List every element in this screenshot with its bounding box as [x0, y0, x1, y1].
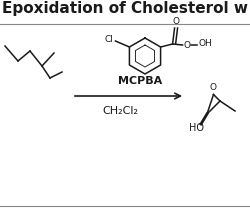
Text: O: O [172, 17, 179, 27]
Text: O: O [210, 83, 217, 92]
Text: HO: HO [188, 123, 204, 133]
Text: O: O [183, 41, 190, 49]
Text: CH₂Cl₂: CH₂Cl₂ [102, 106, 139, 116]
Text: Epoxidation of Cholesterol w: Epoxidation of Cholesterol w [2, 1, 248, 16]
Text: Cl: Cl [105, 35, 114, 44]
Text: MCPBA: MCPBA [118, 76, 162, 86]
Text: OH: OH [199, 40, 212, 49]
